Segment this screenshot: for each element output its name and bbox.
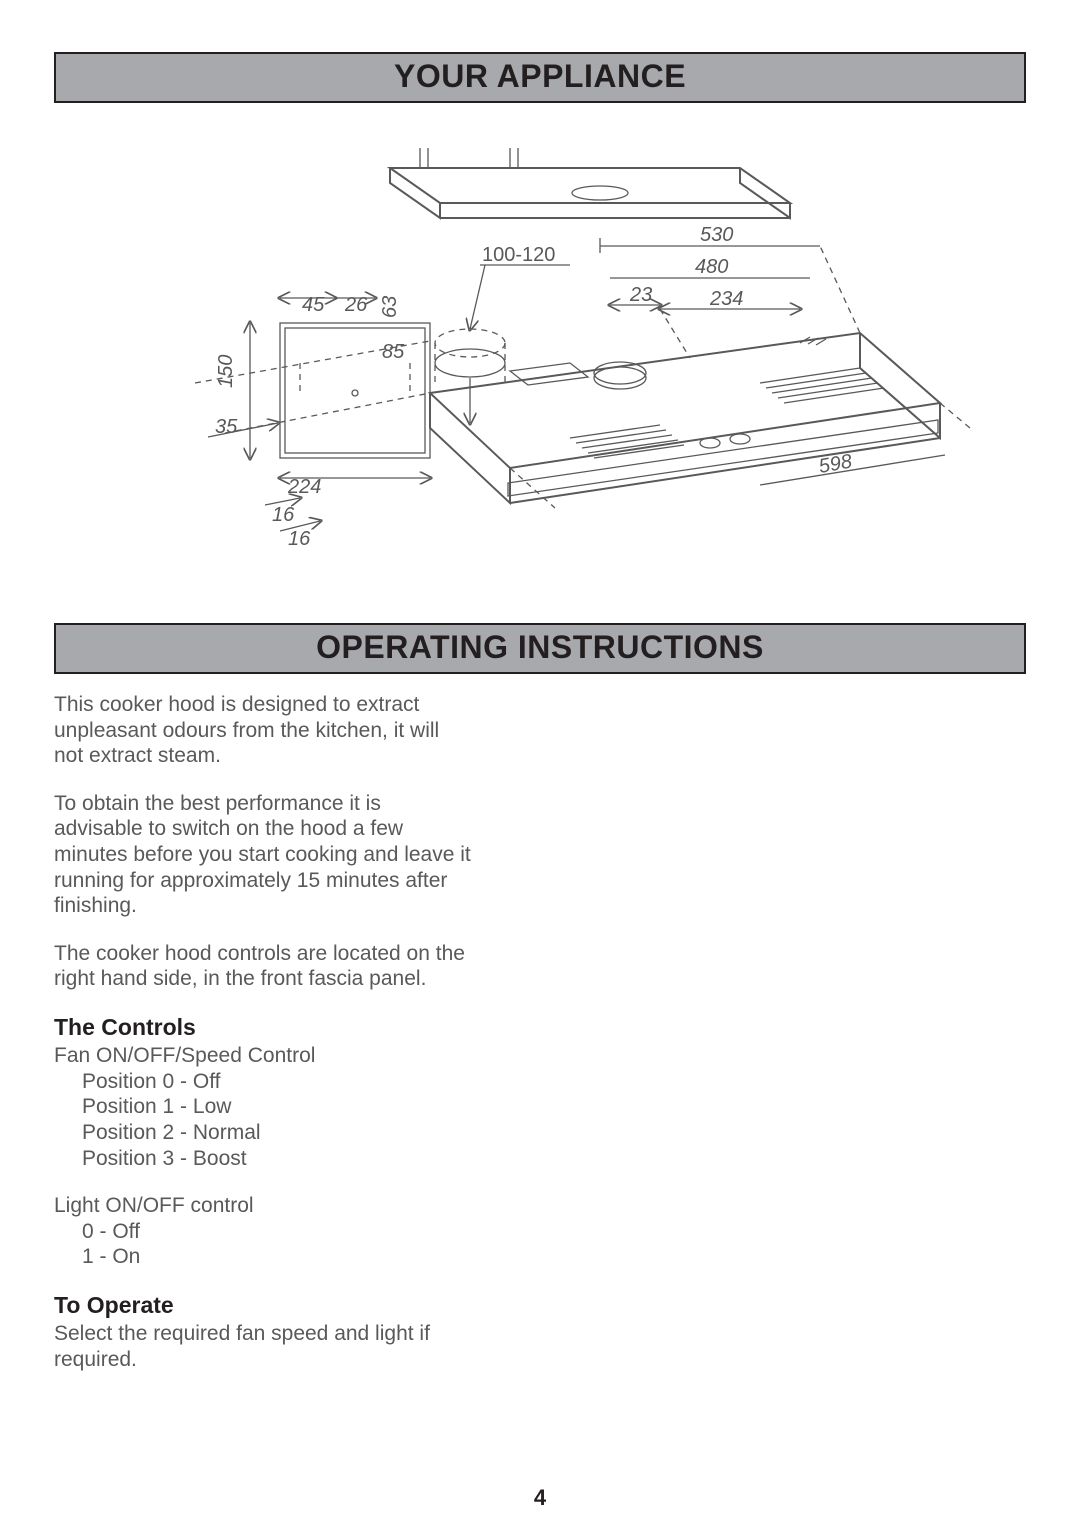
dim-234: 234 [709,288,743,310]
light-control-group: Light ON/OFF control 0 - Off 1 - On [54,1193,1026,1270]
fan-pos-3: Position 3 - Boost [54,1146,1026,1172]
section-title-operating-instructions: OPERATING INSTRUCTIONS [54,623,1026,674]
dim-85: 85 [382,341,405,363]
intro-p1: This cooker hood is designed to extract … [54,692,474,769]
dim-16a: 16 [272,504,295,526]
fan-pos-0: Position 0 - Off [54,1069,1026,1095]
dim-63: 63 [379,296,401,318]
light-1: 1 - On [54,1244,1026,1270]
operate-text: Select the required fan speed and light … [54,1321,474,1372]
dim-598: 598 [817,450,854,477]
dim-45: 45 [302,294,325,316]
fan-pos-2: Position 2 - Normal [54,1120,1026,1146]
operate-heading: To Operate [54,1292,1026,1319]
dim-23: 23 [629,284,652,306]
dim-100-120: 100-120 [482,244,555,266]
dim-480: 480 [695,256,728,278]
dim-530: 530 [700,224,733,246]
appliance-diagram: 150 35 45 26 63 85 224 16 16 [100,133,980,583]
dim-16b: 16 [288,528,311,550]
section-title-your-appliance: YOUR APPLIANCE [54,52,1026,103]
light-control-title: Light ON/OFF control [54,1193,1026,1219]
light-0: 0 - Off [54,1219,1026,1245]
page-number: 4 [0,1485,1080,1511]
dim-26: 26 [344,294,368,316]
intro-p2: To obtain the best performance it is adv… [54,791,474,919]
intro-p3: The cooker hood controls are located on … [54,941,474,992]
fan-control-group: Fan ON/OFF/Speed Control Position 0 - Of… [54,1043,1026,1171]
controls-heading: The Controls [54,1014,1026,1041]
dim-224: 224 [287,476,321,498]
appliance-diagram-container: 150 35 45 26 63 85 224 16 16 [54,133,1026,583]
intro-paragraphs: This cooker hood is designed to extract … [54,692,474,992]
dim-150: 150 [215,355,237,388]
fan-control-title: Fan ON/OFF/Speed Control [54,1043,1026,1069]
fan-pos-1: Position 1 - Low [54,1094,1026,1120]
